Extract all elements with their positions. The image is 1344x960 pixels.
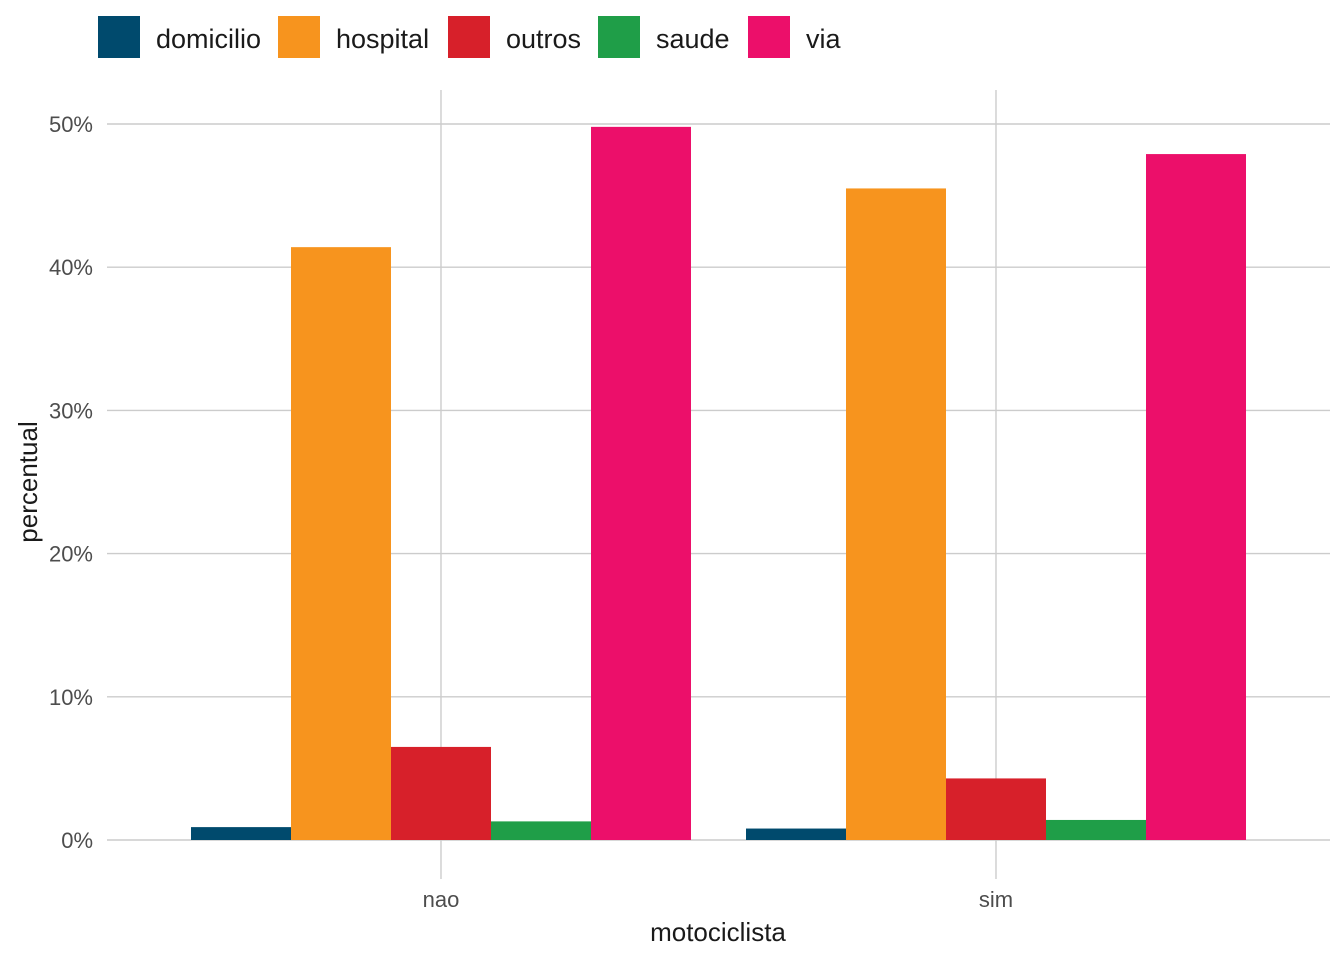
legend-label-via: via: [806, 24, 841, 54]
y-tick-label: 40%: [49, 255, 93, 280]
bar-saude-sim: [1046, 819, 1146, 840]
x-axis-title: motociclista: [650, 917, 786, 947]
x-tick-labels: nao sim: [423, 887, 1013, 912]
bar-hospital-nao: [291, 247, 391, 841]
x-tick-label: nao: [423, 887, 460, 912]
bar-saude-nao: [491, 821, 591, 840]
legend-key-domicilio: [98, 16, 140, 58]
y-tick-label: 0%: [61, 828, 93, 853]
legend-label-domicilio: domicilio: [156, 24, 261, 54]
bar-outros-sim: [946, 778, 1046, 840]
legend-key-saude: [598, 16, 640, 58]
legend-key-hospital: [278, 16, 320, 58]
bar-domicilio-sim: [746, 828, 846, 840]
y-tick-label: 30%: [49, 398, 93, 423]
y-tick-label: 50%: [49, 112, 93, 137]
y-axis-title: percentual: [13, 421, 43, 542]
bar-via-sim: [1146, 154, 1246, 840]
y-tick-label: 10%: [49, 685, 93, 710]
legend-label-saude: saude: [656, 24, 730, 54]
bar-via-nao: [591, 126, 691, 840]
x-tick-label: sim: [979, 887, 1013, 912]
legend-label-outros: outros: [506, 24, 581, 54]
legend-label-hospital: hospital: [336, 24, 429, 54]
legend-key-outros: [448, 16, 490, 58]
bar-domicilio-nao: [191, 827, 291, 840]
bar-outros-nao: [391, 746, 491, 840]
legend-key-via: [748, 16, 790, 58]
y-tick-label: 20%: [49, 542, 93, 567]
bar-hospital-sim: [846, 188, 946, 840]
bars: [191, 126, 1246, 841]
y-tick-labels: 0% 10% 20% 30% 40% 50%: [49, 112, 93, 853]
legend: domicilio hospital outros saude via: [98, 16, 841, 58]
